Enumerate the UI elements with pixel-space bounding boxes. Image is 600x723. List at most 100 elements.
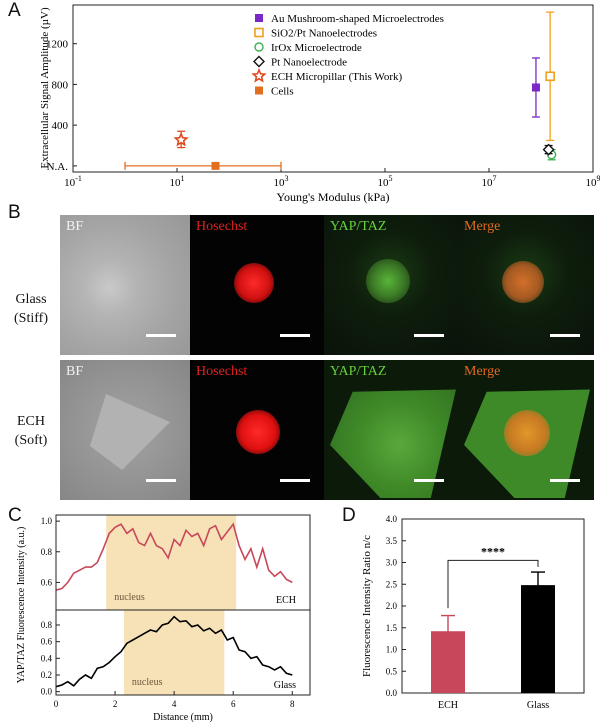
chart-a-legend-label: ECH Micropillar (This Work) — [271, 71, 403, 83]
micrograph-glass-hoechst: Hosechst — [190, 215, 324, 355]
chart-c-y-tick-label: 0.4 — [41, 653, 53, 663]
micrograph-glass-hoechst-label: Hosechst — [196, 219, 248, 234]
chart-c-y-tick-label: 1.0 — [41, 516, 53, 526]
chart-a-legend-marker — [254, 42, 264, 52]
chart-d-y-tick-label: 1.0 — [386, 645, 398, 655]
chart-a-y-tick-label: 400 — [52, 120, 69, 132]
chart-c-y-axis-title: YAP/TAZ Fluorescence Intensity (a.u.) — [16, 527, 27, 684]
chart-a-y-tick-label: 1200 — [46, 39, 69, 51]
yap-stain — [366, 259, 410, 303]
panel-label-b: B — [8, 202, 21, 223]
chart-d-y-tick-label: 2.5 — [386, 579, 398, 589]
nucleus-stain — [234, 263, 274, 303]
chart-a-legend-label: Pt Nanoelectrode — [271, 57, 347, 69]
scale-bar — [280, 334, 310, 337]
row-label-glass-line2: (Stiff) — [14, 311, 48, 326]
micrograph-ech-bf: BF — [60, 360, 190, 500]
micrograph-glass-bf-label: BF — [66, 219, 84, 234]
chart-a-legend-label: Cells — [271, 86, 294, 98]
merge-stain — [502, 261, 544, 303]
chart-d-x-tick-label: ECH — [438, 700, 458, 711]
chart-d: 0.0 0.5 1.0 1.5 2.0 2.5 3.0 3.5 4.0 ECH Glass ****… — [361, 514, 585, 711]
chart-c-glass-line — [55, 615, 293, 688]
chart-a-y-axis-title: Extracellular Signal Amplitude (µV) — [39, 7, 51, 169]
micrograph-ech-yap-label: YAP/TAZ — [330, 364, 387, 379]
micrograph-glass-merge-label: Merge — [464, 219, 501, 234]
chart-d-significance-label: **** — [481, 544, 505, 558]
chart-d-significance-bracket — [447, 559, 539, 609]
chart-c: nucleus nucleus 0.6 0.8 1.0 0.0 0.2 0.4 0.6 0.8… — [16, 514, 311, 723]
chart-a-legend-marker — [255, 86, 263, 95]
scale-bar — [280, 479, 310, 482]
scale-bar — [550, 479, 580, 482]
row-label-glass-line1: Glass — [15, 292, 47, 307]
chart-a: Extracellular Signal Amplitude (µV) Youn… — [39, 4, 600, 204]
row-label-ech-line1: ECH — [17, 414, 45, 429]
chart-c-ech-label: ECH — [276, 595, 296, 606]
micrograph-ech-hoechst: Hosechst — [190, 360, 324, 500]
chart-d-y-tick-label: 0.5 — [386, 666, 398, 676]
micrograph-glass-yap: YAP/TAZ — [324, 215, 458, 355]
chart-a-legend-marker — [254, 27, 264, 38]
chart-c-y-tick-label: 0.2 — [41, 670, 52, 680]
chart-a-point — [545, 71, 555, 82]
chart-a-x-axis-title: Young's Modulus (kPa) — [277, 190, 390, 204]
row-label-ech-line2: (Soft) — [14, 433, 48, 448]
chart-c-x-tick-label: 2 — [113, 699, 118, 709]
chart-c-x-axis-title: Distance (mm) — [153, 712, 213, 723]
micrograph-glass-bf: BF — [60, 215, 190, 355]
chart-c-top-nucleus-band — [106, 515, 237, 610]
panel-label-c: C — [8, 505, 22, 526]
scale-bar — [146, 479, 176, 482]
micrograph-glass-merge: Merge — [458, 215, 594, 355]
panel-label-a: A — [8, 0, 21, 21]
chart-c-bottom-band-label: nucleus — [132, 677, 163, 688]
chart-a-x-tick-label: 105 — [378, 174, 393, 189]
chart-d-bar — [521, 585, 555, 693]
merge-stain — [504, 410, 550, 456]
chart-a-y-tick-label: 800 — [52, 79, 69, 91]
chart-a-x-tick-label: 109 — [586, 174, 600, 189]
chart-a-legend-label: SiO2/Pt Nanoelectrodes — [271, 28, 377, 40]
chart-a-x-tick-label: 101 — [170, 174, 185, 189]
micrograph-glass-yap-label: YAP/TAZ — [330, 219, 387, 234]
chart-d-y-tick-label: 2.0 — [386, 601, 398, 611]
chart-c-y-tick-label: 0.6 — [41, 637, 53, 647]
chart-a-legend-marker — [251, 67, 267, 83]
chart-c-x-tick-label: 8 — [290, 699, 295, 709]
chart-c-bottom-frame — [55, 609, 311, 696]
chart-c-ech-line — [55, 522, 293, 591]
chart-d-x-tick-label: Glass — [527, 700, 549, 711]
chart-a-legend-label: Au Mushroom-shaped Microelectrodes — [271, 13, 444, 25]
chart-c-top-band-label: nucleus — [114, 592, 145, 603]
chart-d-y-tick-label: 3.5 — [386, 536, 398, 546]
scale-bar — [550, 334, 580, 337]
chart-a-point — [531, 83, 540, 92]
chart-c-x-tick-label: 4 — [172, 699, 177, 709]
chart-a-legend-marker — [253, 55, 265, 68]
chart-c-y-tick-label: 0.0 — [41, 687, 53, 697]
chart-d-y-tick-label: 1.5 — [386, 623, 398, 633]
chart-c-x-tick-label: 6 — [231, 699, 236, 709]
micrograph-ech-merge: Merge — [458, 360, 594, 500]
chart-a-frame — [72, 4, 594, 173]
chart-c-glass-label: Glass — [274, 680, 296, 691]
scale-bar — [414, 479, 444, 482]
chart-c-y-tick-label: 0.6 — [41, 577, 53, 587]
scale-bar — [414, 334, 444, 337]
chart-d-y-tick-label: 0.0 — [386, 688, 398, 698]
cell-outline — [90, 394, 170, 470]
chart-a-y-tick-label: N.A. — [47, 161, 69, 173]
scale-bar — [146, 334, 176, 337]
row-label-glass: Glass (Stiff) — [2, 290, 60, 328]
chart-a-x-tick-label: 107 — [482, 174, 497, 189]
chart-d-y-tick-label: 3.0 — [386, 558, 398, 568]
chart-a-legend: Au Mushroom-shaped Microelectrodes SiO2/P… — [251, 13, 444, 98]
micrograph-ech-hoechst-label: Hosechst — [196, 364, 248, 379]
chart-d-y-tick-label: 4.0 — [386, 514, 398, 524]
chart-c-x-tick-label: 0 — [54, 699, 59, 709]
panel-label-d: D — [342, 505, 356, 526]
chart-d-y-axis-title: Fluorescence Intensity Ratio n/c — [361, 535, 373, 677]
chart-a-point — [211, 161, 220, 170]
micrograph-ech-yap: YAP/TAZ — [324, 360, 458, 500]
